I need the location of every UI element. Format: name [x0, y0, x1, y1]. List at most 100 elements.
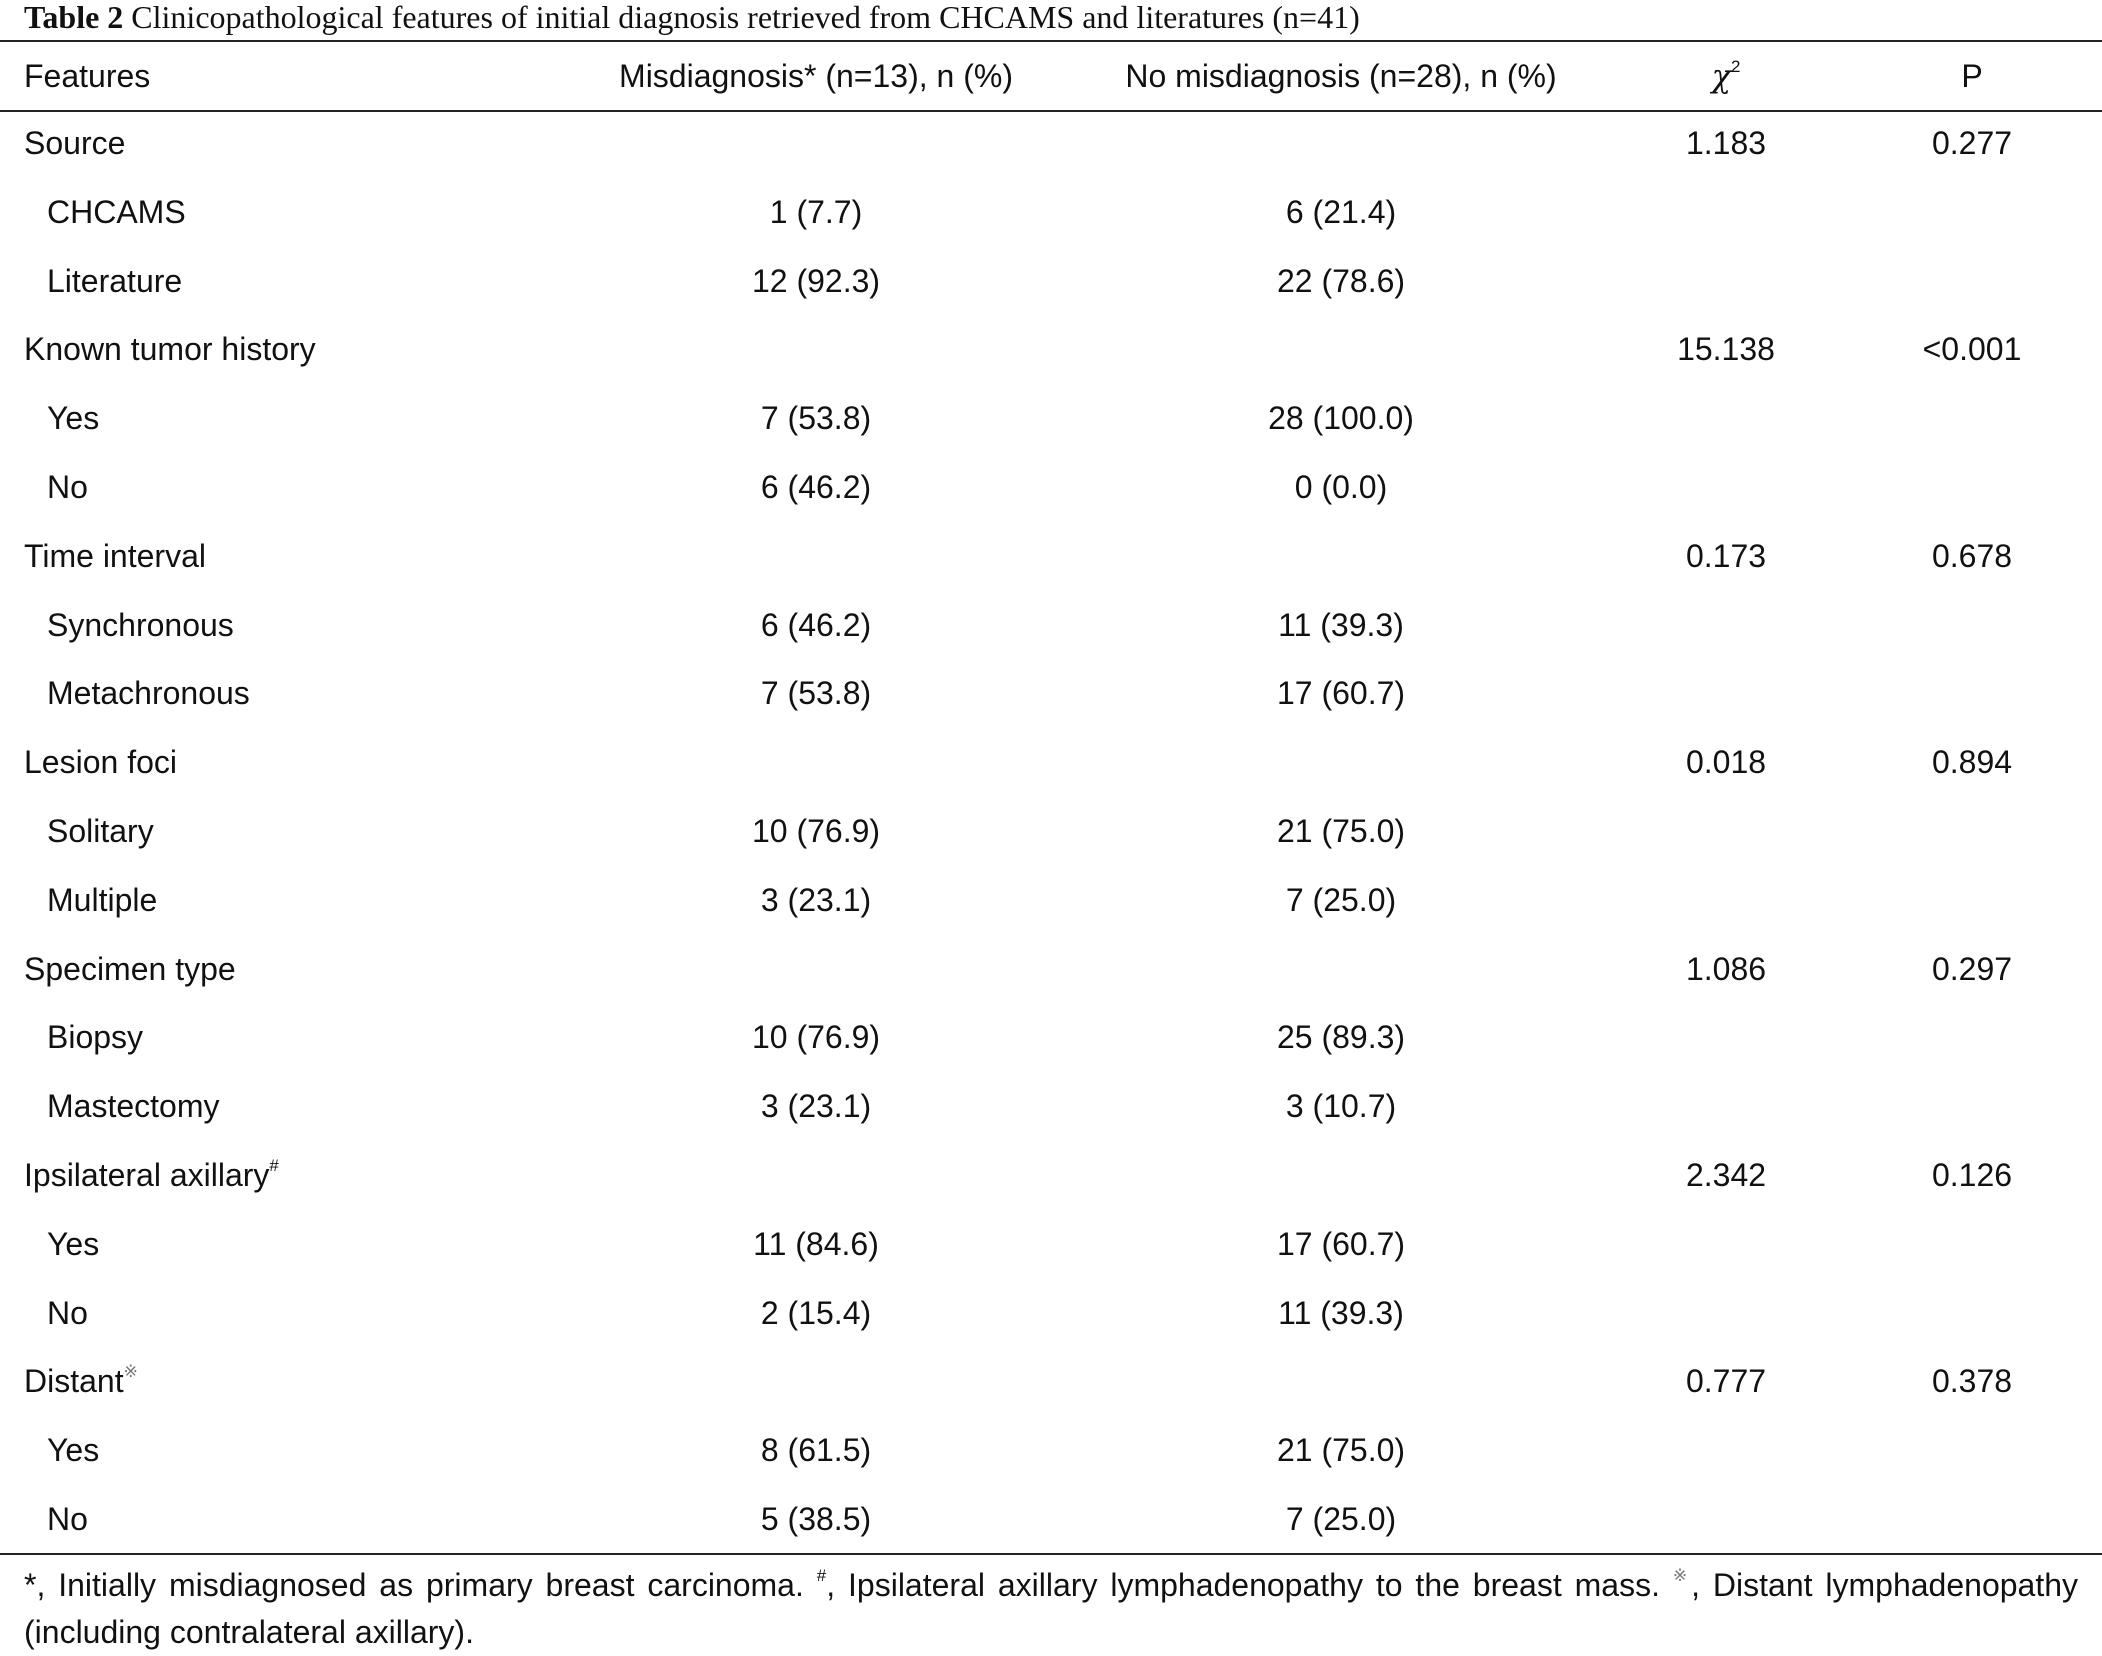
p-value-cell: 0.378 [1931, 1363, 2013, 1400]
feature-label-text: No [47, 469, 88, 505]
table-row: No 5 (38.5) 7 (25.0) [0, 1499, 2102, 1539]
header-chi-square: χ2 [1712, 56, 1741, 96]
feature-group-label: Specimen type [24, 949, 236, 989]
misdiagnosis-cell: 6 (46.2) [760, 606, 872, 643]
feature-label-text: Multiple [47, 881, 158, 918]
misdiagnosis-cell: 3 (23.1) [760, 1088, 872, 1125]
table-row: Specimen type 1.086 0.297 [0, 949, 2102, 989]
feature-sub-label: Multiple [47, 880, 157, 920]
p-value-cell: 0.894 [1931, 744, 2013, 781]
feature-label-text: Distant [24, 1363, 124, 1400]
header-rule [0, 110, 2102, 112]
no-misdiagnosis-cell: 11 (39.3) [1278, 606, 1404, 643]
feature-footnote-mark: ※ [123, 1362, 138, 1382]
table-row: Known tumor history 15.138 <0.001 [0, 329, 2102, 369]
feature-label-text: Metachronous [47, 675, 250, 712]
table-row: Distant※ 0.777 0.378 [0, 1361, 2102, 1401]
header-misdiagnosis: Misdiagnosis* (n=13), n (%) [619, 58, 1013, 94]
feature-sub-label: Biopsy [47, 1017, 143, 1057]
table-row: No 6 (46.2) 0 (0.0) [0, 467, 2102, 507]
feature-label-text: No [47, 1501, 88, 1537]
table-row: Literature 12 (92.3) 22 (78.6) [0, 261, 2102, 301]
feature-footnote-mark: # [269, 1156, 279, 1175]
table-row: Time interval 0.173 0.678 [0, 536, 2102, 576]
feature-label-text: Yes [47, 400, 100, 437]
footnote-text: , Distant lymphadenopathy (including con… [24, 1567, 2079, 1650]
misdiagnosis-cell: 5 (38.5) [760, 1501, 872, 1537]
table-row: Multiple 3 (23.1) 7 (25.0) [0, 880, 2102, 920]
feature-sub-label: Yes [47, 1224, 99, 1264]
table-row: Solitary 10 (76.9) 21 (75.0) [0, 811, 2102, 851]
footnote-text: , Initially misdiagnosed as primary brea… [36, 1567, 817, 1603]
no-misdiagnosis-cell: 21 (75.0) [1276, 1432, 1406, 1469]
chi-square-cell: 1.183 [1685, 125, 1767, 161]
no-misdiagnosis-cell: 22 (78.6) [1276, 262, 1406, 299]
feature-group-label: Ipsilateral axillary# [24, 1155, 279, 1195]
feature-group-label: Distant※ [24, 1361, 138, 1401]
misdiagnosis-cell: 7 (53.8) [760, 400, 872, 437]
feature-label-text: Solitary [47, 813, 154, 849]
no-misdiagnosis-cell: 25 (89.3) [1276, 1019, 1406, 1056]
header-features: Features [24, 58, 151, 94]
feature-group-label: Known tumor history [24, 329, 316, 369]
no-misdiagnosis-cell: 7 (25.0) [1285, 881, 1397, 918]
top-rule [0, 40, 2102, 42]
misdiagnosis-cell: 10 (76.9) [751, 813, 881, 849]
feature-label-text: Lesion foci [24, 744, 177, 781]
feature-label-text: Known tumor history [24, 331, 316, 368]
no-misdiagnosis-cell: 6 (21.4) [1285, 193, 1397, 230]
p-value-cell: 0.297 [1931, 950, 2013, 987]
no-misdiagnosis-cell: 28 (100.0) [1268, 400, 1414, 437]
feature-label-text: Literature [47, 262, 183, 299]
feature-sub-label: Mastectomy [47, 1086, 219, 1126]
feature-sub-label: Yes [47, 398, 99, 438]
misdiagnosis-cell: 2 (15.4) [760, 1294, 872, 1331]
feature-sub-label: No [47, 1499, 88, 1539]
table-row: Yes 7 (53.8) 28 (100.0) [0, 398, 2102, 438]
feature-label-text: Source [24, 125, 126, 161]
chi-square-cell: 15.138 [1677, 331, 1775, 368]
feature-label-text: CHCAMS [47, 193, 186, 230]
feature-sub-label: Metachronous [47, 673, 250, 713]
table-row: Yes 11 (84.6) 17 (60.7) [0, 1224, 2102, 1264]
feature-label-text: Specimen type [24, 950, 236, 987]
feature-sub-label: No [47, 1293, 88, 1333]
chi-square-cell: 0.173 [1685, 537, 1767, 574]
chi-square-cell: 2.342 [1685, 1157, 1767, 1193]
table-row: Biopsy 10 (76.9) 25 (89.3) [0, 1017, 2102, 1057]
no-misdiagnosis-cell: 17 (60.7) [1276, 1225, 1406, 1262]
misdiagnosis-cell: 11 (84.6) [753, 1225, 879, 1262]
table-row: Ipsilateral axillary# 2.342 0.126 [0, 1155, 2102, 1195]
footnote-text: , Ipsilateral axillary lymphadenopathy t… [826, 1567, 1673, 1603]
feature-label-text: Yes [47, 1225, 100, 1262]
table-row: Metachronous 7 (53.8) 17 (60.7) [0, 673, 2102, 713]
footnote-mark: ※ [1672, 1566, 1692, 1585]
feature-group-label: Time interval [24, 536, 206, 576]
p-value-cell: 0.678 [1931, 537, 2013, 574]
footnote-mark: # [816, 1566, 827, 1585]
table-row: Source 1.183 0.277 [0, 123, 2102, 163]
no-misdiagnosis-cell: 0 (0.0) [1294, 469, 1388, 505]
misdiagnosis-cell: 12 (92.3) [751, 262, 881, 299]
p-value-cell: 0.277 [1931, 125, 2013, 161]
no-misdiagnosis-cell: 17 (60.7) [1276, 675, 1406, 712]
feature-label-text: No [47, 1294, 88, 1331]
chi-square-cell: 0.018 [1685, 744, 1767, 781]
feature-label-text: Mastectomy [47, 1088, 220, 1125]
misdiagnosis-cell: 6 (46.2) [760, 469, 872, 505]
no-misdiagnosis-cell: 3 (10.7) [1285, 1088, 1397, 1125]
chi-square-cell: 1.086 [1685, 950, 1767, 987]
feature-sub-label: Literature [47, 261, 182, 301]
table-caption-label: Table 2 [24, 0, 124, 35]
table-footnote: *, Initially misdiagnosed as primary bre… [24, 1562, 2078, 1656]
table-row: Yes 8 (61.5) 21 (75.0) [0, 1430, 2102, 1470]
feature-sub-label: Yes [47, 1430, 99, 1470]
feature-label-text: Biopsy [47, 1019, 144, 1056]
footnote-mark: * [24, 1567, 37, 1603]
chi-symbol: χ [1711, 57, 1731, 95]
table-header-row: Features Misdiagnosis* (n=13), n (%) No … [0, 56, 2102, 96]
header-no-misdiagnosis: No misdiagnosis (n=28), n (%) [1125, 58, 1557, 94]
no-misdiagnosis-cell: 11 (39.3) [1278, 1294, 1404, 1331]
misdiagnosis-cell: 1 (7.7) [769, 193, 863, 230]
feature-label-text: Synchronous [47, 606, 234, 643]
